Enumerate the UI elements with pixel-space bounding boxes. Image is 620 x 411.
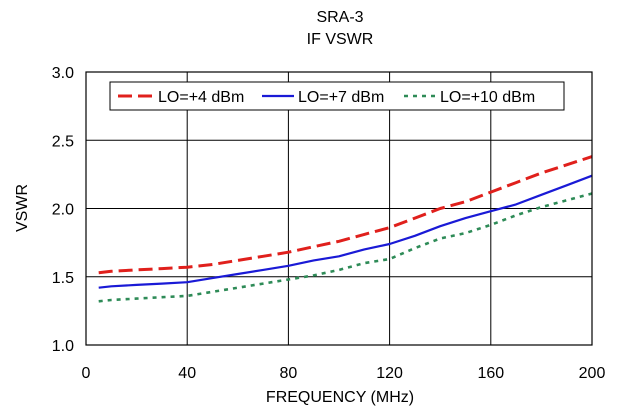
x-tick-label: 120 <box>376 365 403 382</box>
chart-title: SRA-3 <box>316 9 363 26</box>
y-tick-label: 1.0 <box>52 338 74 355</box>
x-tick-label: 160 <box>477 365 504 382</box>
x-axis-label: FREQUENCY (MHz) <box>266 389 414 406</box>
chart-subtitle: IF VSWR <box>307 31 374 48</box>
legend: LO=+4 dBm LO=+7 dBm LO=+10 dBm <box>109 81 565 111</box>
y-axis-label: VSWR <box>14 184 31 232</box>
legend-box <box>109 81 565 111</box>
legend-label-2: LO=+10 dBm <box>440 89 535 106</box>
series-group <box>98 155 593 303</box>
x-tick-label: 200 <box>579 365 606 382</box>
x-tick-label: 0 <box>82 365 91 382</box>
x-tick-labels: 0 40 80 120 160 200 <box>82 365 606 382</box>
plot-frame <box>85 71 593 346</box>
grid <box>85 71 593 346</box>
y-tick-label: 2.5 <box>52 133 74 150</box>
x-tick-label: 40 <box>178 365 196 382</box>
y-tick-label: 2.0 <box>52 202 74 219</box>
series-line-1 <box>98 174 593 289</box>
x-tick-label: 80 <box>280 365 298 382</box>
y-tick-labels: 1.0 1.5 2.0 2.5 3.0 <box>52 65 74 355</box>
legend-label-1: LO=+7 dBm <box>298 89 384 106</box>
series-line-0 <box>98 155 593 275</box>
legend-label-0: LO=+4 dBm <box>158 89 244 106</box>
y-tick-label: 3.0 <box>52 65 74 82</box>
y-tick-label: 1.5 <box>52 270 74 287</box>
series-line-2 <box>98 192 593 303</box>
